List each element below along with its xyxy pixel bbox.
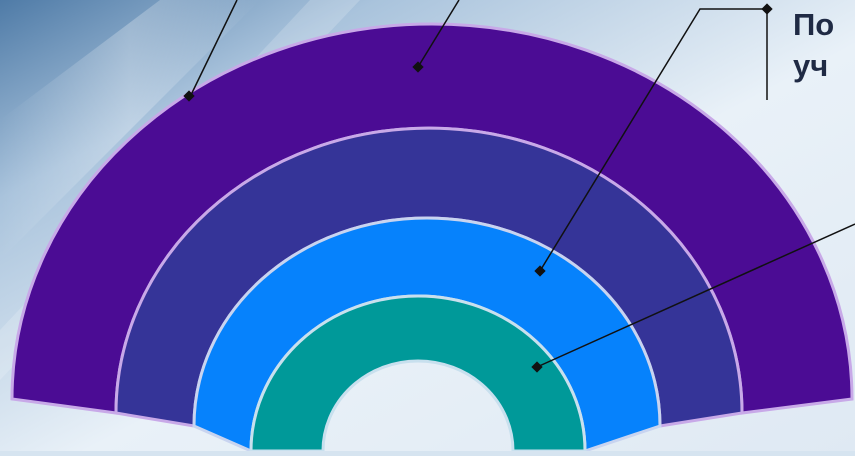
caption-line-1: По (793, 7, 835, 42)
arc-band-inner (249, 294, 587, 453)
leader-line-4 (536, 223, 855, 368)
diagram-caption: По уч (793, 4, 834, 86)
background-light-streak (0, 0, 260, 260)
leader-line-2 (417, 0, 460, 68)
leader-line-3 (539, 8, 767, 272)
leader-line-1 (189, 0, 238, 98)
leader-marker-3 (534, 265, 546, 277)
leader-marker-4 (531, 361, 543, 373)
caption-line-2: уч (793, 48, 829, 83)
